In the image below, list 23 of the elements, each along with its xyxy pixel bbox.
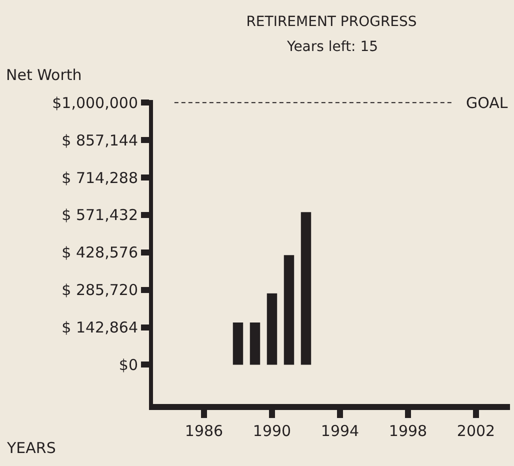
x-tick-label: 1986: [184, 422, 224, 440]
y-tick-label: $ 857,144: [62, 131, 138, 150]
x-tick-label: 1990: [252, 422, 292, 440]
x-tick-label: 1998: [388, 422, 428, 440]
bar: [284, 255, 294, 365]
bar: [266, 293, 278, 365]
bar: [300, 212, 312, 365]
y-tick-label: $0: [118, 356, 138, 374]
chart-subtitle: Years left: 15: [286, 39, 378, 55]
y-tick-label: $ 571,432: [62, 206, 138, 224]
y-axis-title: Net Worth: [6, 66, 82, 84]
chart-title: RETIREMENT PROGRESS: [246, 14, 417, 30]
y-tick-label: $1,000,000: [52, 94, 138, 112]
y-tick-label: $ 285,720: [62, 281, 138, 300]
x-axis-title: YEARS: [6, 439, 56, 457]
y-tick-label: $ 142,864: [62, 318, 138, 336]
bar: [250, 322, 260, 365]
y-tick-label: $ 428,576: [62, 244, 138, 262]
ref-line-label: GOAL: [466, 94, 508, 112]
x-tick-label: 2002: [456, 422, 496, 440]
y-tick-label: $ 714,288: [62, 168, 138, 187]
bar: [232, 322, 244, 365]
x-tick-label: 1994: [320, 422, 360, 440]
